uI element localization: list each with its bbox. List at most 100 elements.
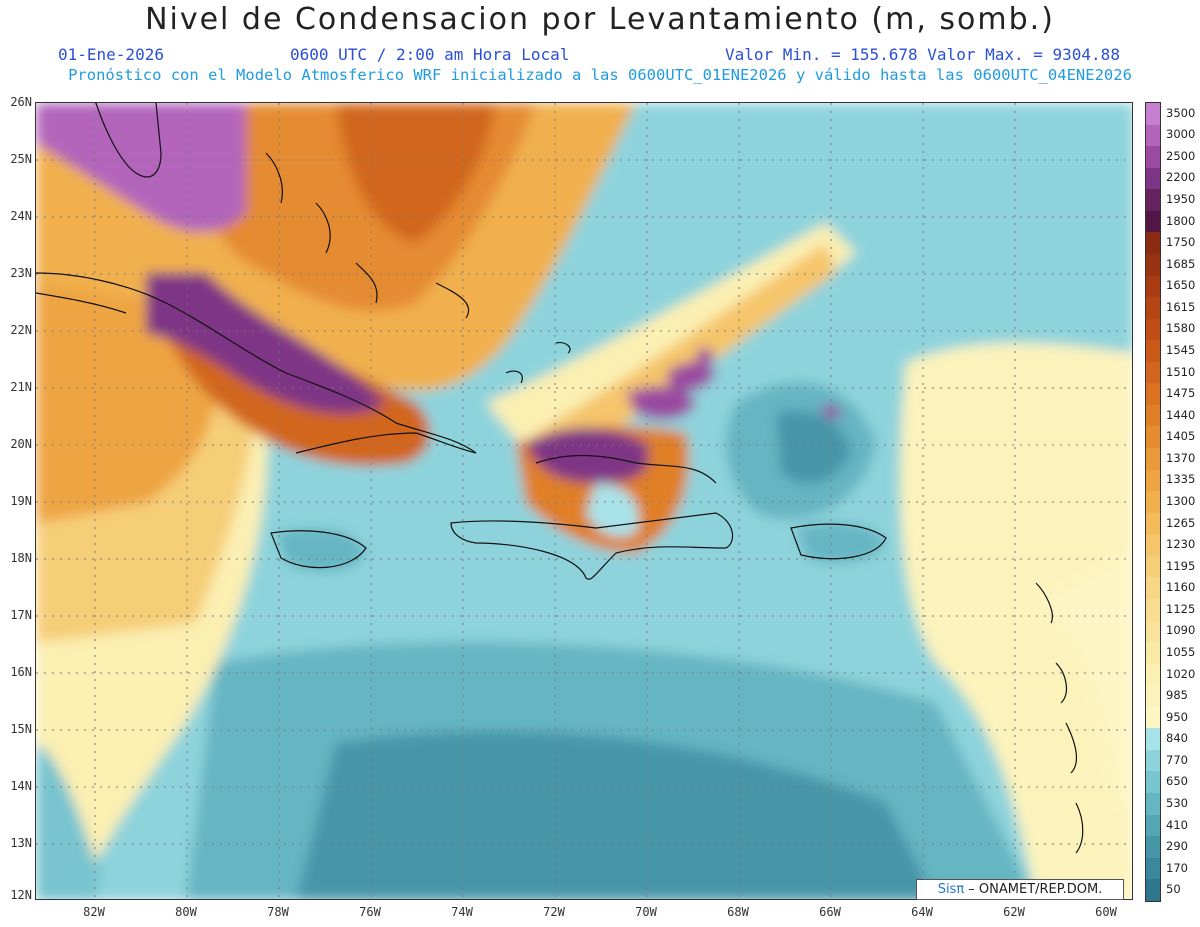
colorbar-swatch — [1146, 232, 1160, 254]
colorbar-label: 3000 — [1166, 127, 1196, 142]
colorbar-label: 1335 — [1166, 472, 1196, 487]
credit-text: – ONAMET/REP.DOM. — [964, 882, 1103, 897]
colorbar-label: 1195 — [1166, 558, 1196, 573]
graticule — [36, 103, 1132, 899]
lat-label: 22N — [10, 323, 32, 337]
colorbar-swatch — [1146, 642, 1160, 664]
lat-label: 21N — [10, 380, 32, 394]
colorbar-label: 1020 — [1166, 666, 1196, 681]
colorbar-label: 1475 — [1166, 386, 1196, 401]
min-max-values: Valor Min. = 155.678 Valor Max. = 9304.8… — [725, 45, 1120, 64]
forecast-date: 01-Ene-2026 — [58, 45, 164, 64]
colorbar-swatch — [1146, 620, 1160, 643]
colorbar-swatch — [1146, 210, 1160, 233]
colorbar-swatch — [1146, 836, 1160, 858]
colorbar-swatch — [1146, 555, 1160, 578]
lon-label: 62W — [1003, 905, 1025, 919]
colorbar-swatch — [1146, 253, 1160, 276]
lon-label: 78W — [267, 905, 289, 919]
colorbar-label: 50 — [1166, 882, 1181, 897]
lat-label: 26N — [10, 95, 32, 109]
shaded-field — [36, 103, 1132, 899]
colorbar-label: 170 — [1166, 860, 1188, 875]
colorbar-label: 1685 — [1166, 256, 1196, 271]
colorbar-label: 410 — [1166, 817, 1188, 832]
forecast-time: 0600 UTC / 2:00 am Hora Local — [290, 45, 570, 64]
colorbar-label: 1230 — [1166, 537, 1196, 552]
colorbar-label: 1265 — [1166, 515, 1196, 530]
lon-label: 76W — [359, 905, 381, 919]
colorbar-swatch — [1146, 512, 1160, 535]
colorbar-swatch — [1146, 577, 1160, 599]
colorbar-label: 985 — [1166, 688, 1188, 703]
lat-label: 18N — [10, 551, 32, 565]
lat-label: 20N — [10, 437, 32, 451]
colorbar-swatch — [1146, 404, 1160, 427]
colorbar-swatch — [1146, 728, 1160, 750]
colorbar-swatch — [1146, 793, 1160, 815]
lon-label: 66W — [819, 905, 841, 919]
lat-label: 16N — [10, 665, 32, 679]
colorbar-label: 770 — [1166, 752, 1188, 767]
colorbar-label: 1650 — [1166, 278, 1196, 293]
colorbar-label: 530 — [1166, 795, 1188, 810]
colorbar-label: 290 — [1166, 839, 1188, 854]
colorbar-label: 1580 — [1166, 321, 1196, 336]
lon-label: 74W — [451, 905, 473, 919]
colorbar-label: 1125 — [1166, 601, 1196, 616]
colorbar — [1145, 102, 1161, 902]
colorbar-swatch — [1146, 771, 1160, 793]
lat-label: 12N — [10, 888, 32, 902]
colorbar-swatch — [1146, 598, 1160, 621]
lat-label: 19N — [10, 494, 32, 508]
colorbar-swatch — [1146, 879, 1160, 901]
colorbar-swatch — [1146, 448, 1160, 470]
colorbar-label: 650 — [1166, 774, 1188, 789]
colorbar-swatch — [1146, 189, 1160, 211]
lon-label: 80W — [175, 905, 197, 919]
colorbar-label: 1160 — [1166, 580, 1196, 595]
lat-label: 14N — [10, 779, 32, 793]
colorbar-swatch — [1146, 318, 1160, 341]
colorbar-swatch — [1146, 275, 1160, 298]
lat-label: 23N — [10, 266, 32, 280]
colorbar-swatch — [1146, 706, 1160, 729]
coastlines — [36, 103, 1084, 854]
colorbar-swatch — [1146, 124, 1160, 147]
sispi-logo: Sisπ — [937, 882, 965, 897]
colorbar-swatch — [1146, 469, 1160, 492]
lat-label: 13N — [10, 836, 32, 850]
map-panel — [35, 102, 1133, 900]
colorbar-swatch — [1146, 814, 1160, 837]
lat-label: 15N — [10, 722, 32, 736]
colorbar-swatch — [1146, 663, 1160, 686]
colorbar-swatch — [1146, 361, 1160, 384]
colorbar-swatch — [1146, 857, 1160, 880]
colorbar-label: 1615 — [1166, 299, 1196, 314]
colorbar-label: 1750 — [1166, 235, 1196, 250]
lon-label: 72W — [543, 905, 565, 919]
colorbar-swatch — [1146, 749, 1160, 772]
lcl-field-map — [36, 103, 1132, 899]
lon-label: 70W — [635, 905, 657, 919]
lon-label: 82W — [83, 905, 105, 919]
colorbar-label: 2200 — [1166, 170, 1196, 185]
colorbar-label: 3500 — [1166, 105, 1196, 120]
colorbar-label: 1800 — [1166, 213, 1196, 228]
colorbar-swatch — [1146, 685, 1160, 707]
lat-label: 17N — [10, 608, 32, 622]
colorbar-swatch — [1146, 383, 1160, 405]
colorbar-label: 840 — [1166, 731, 1188, 746]
lon-label: 68W — [727, 905, 749, 919]
colorbar-swatch — [1146, 340, 1160, 362]
colorbar-label: 1300 — [1166, 494, 1196, 508]
colorbar-label: 1090 — [1166, 623, 1196, 638]
lon-label: 64W — [911, 905, 933, 919]
model-info: Pronóstico con el Modelo Atmosferico WRF… — [68, 66, 1132, 84]
lat-label: 25N — [10, 152, 32, 166]
colorbar-label: 1370 — [1166, 450, 1196, 465]
lon-label: 60W — [1095, 905, 1117, 919]
colorbar-swatch — [1146, 167, 1160, 190]
colorbar-label: 2500 — [1166, 148, 1196, 163]
lat-label: 24N — [10, 209, 32, 223]
